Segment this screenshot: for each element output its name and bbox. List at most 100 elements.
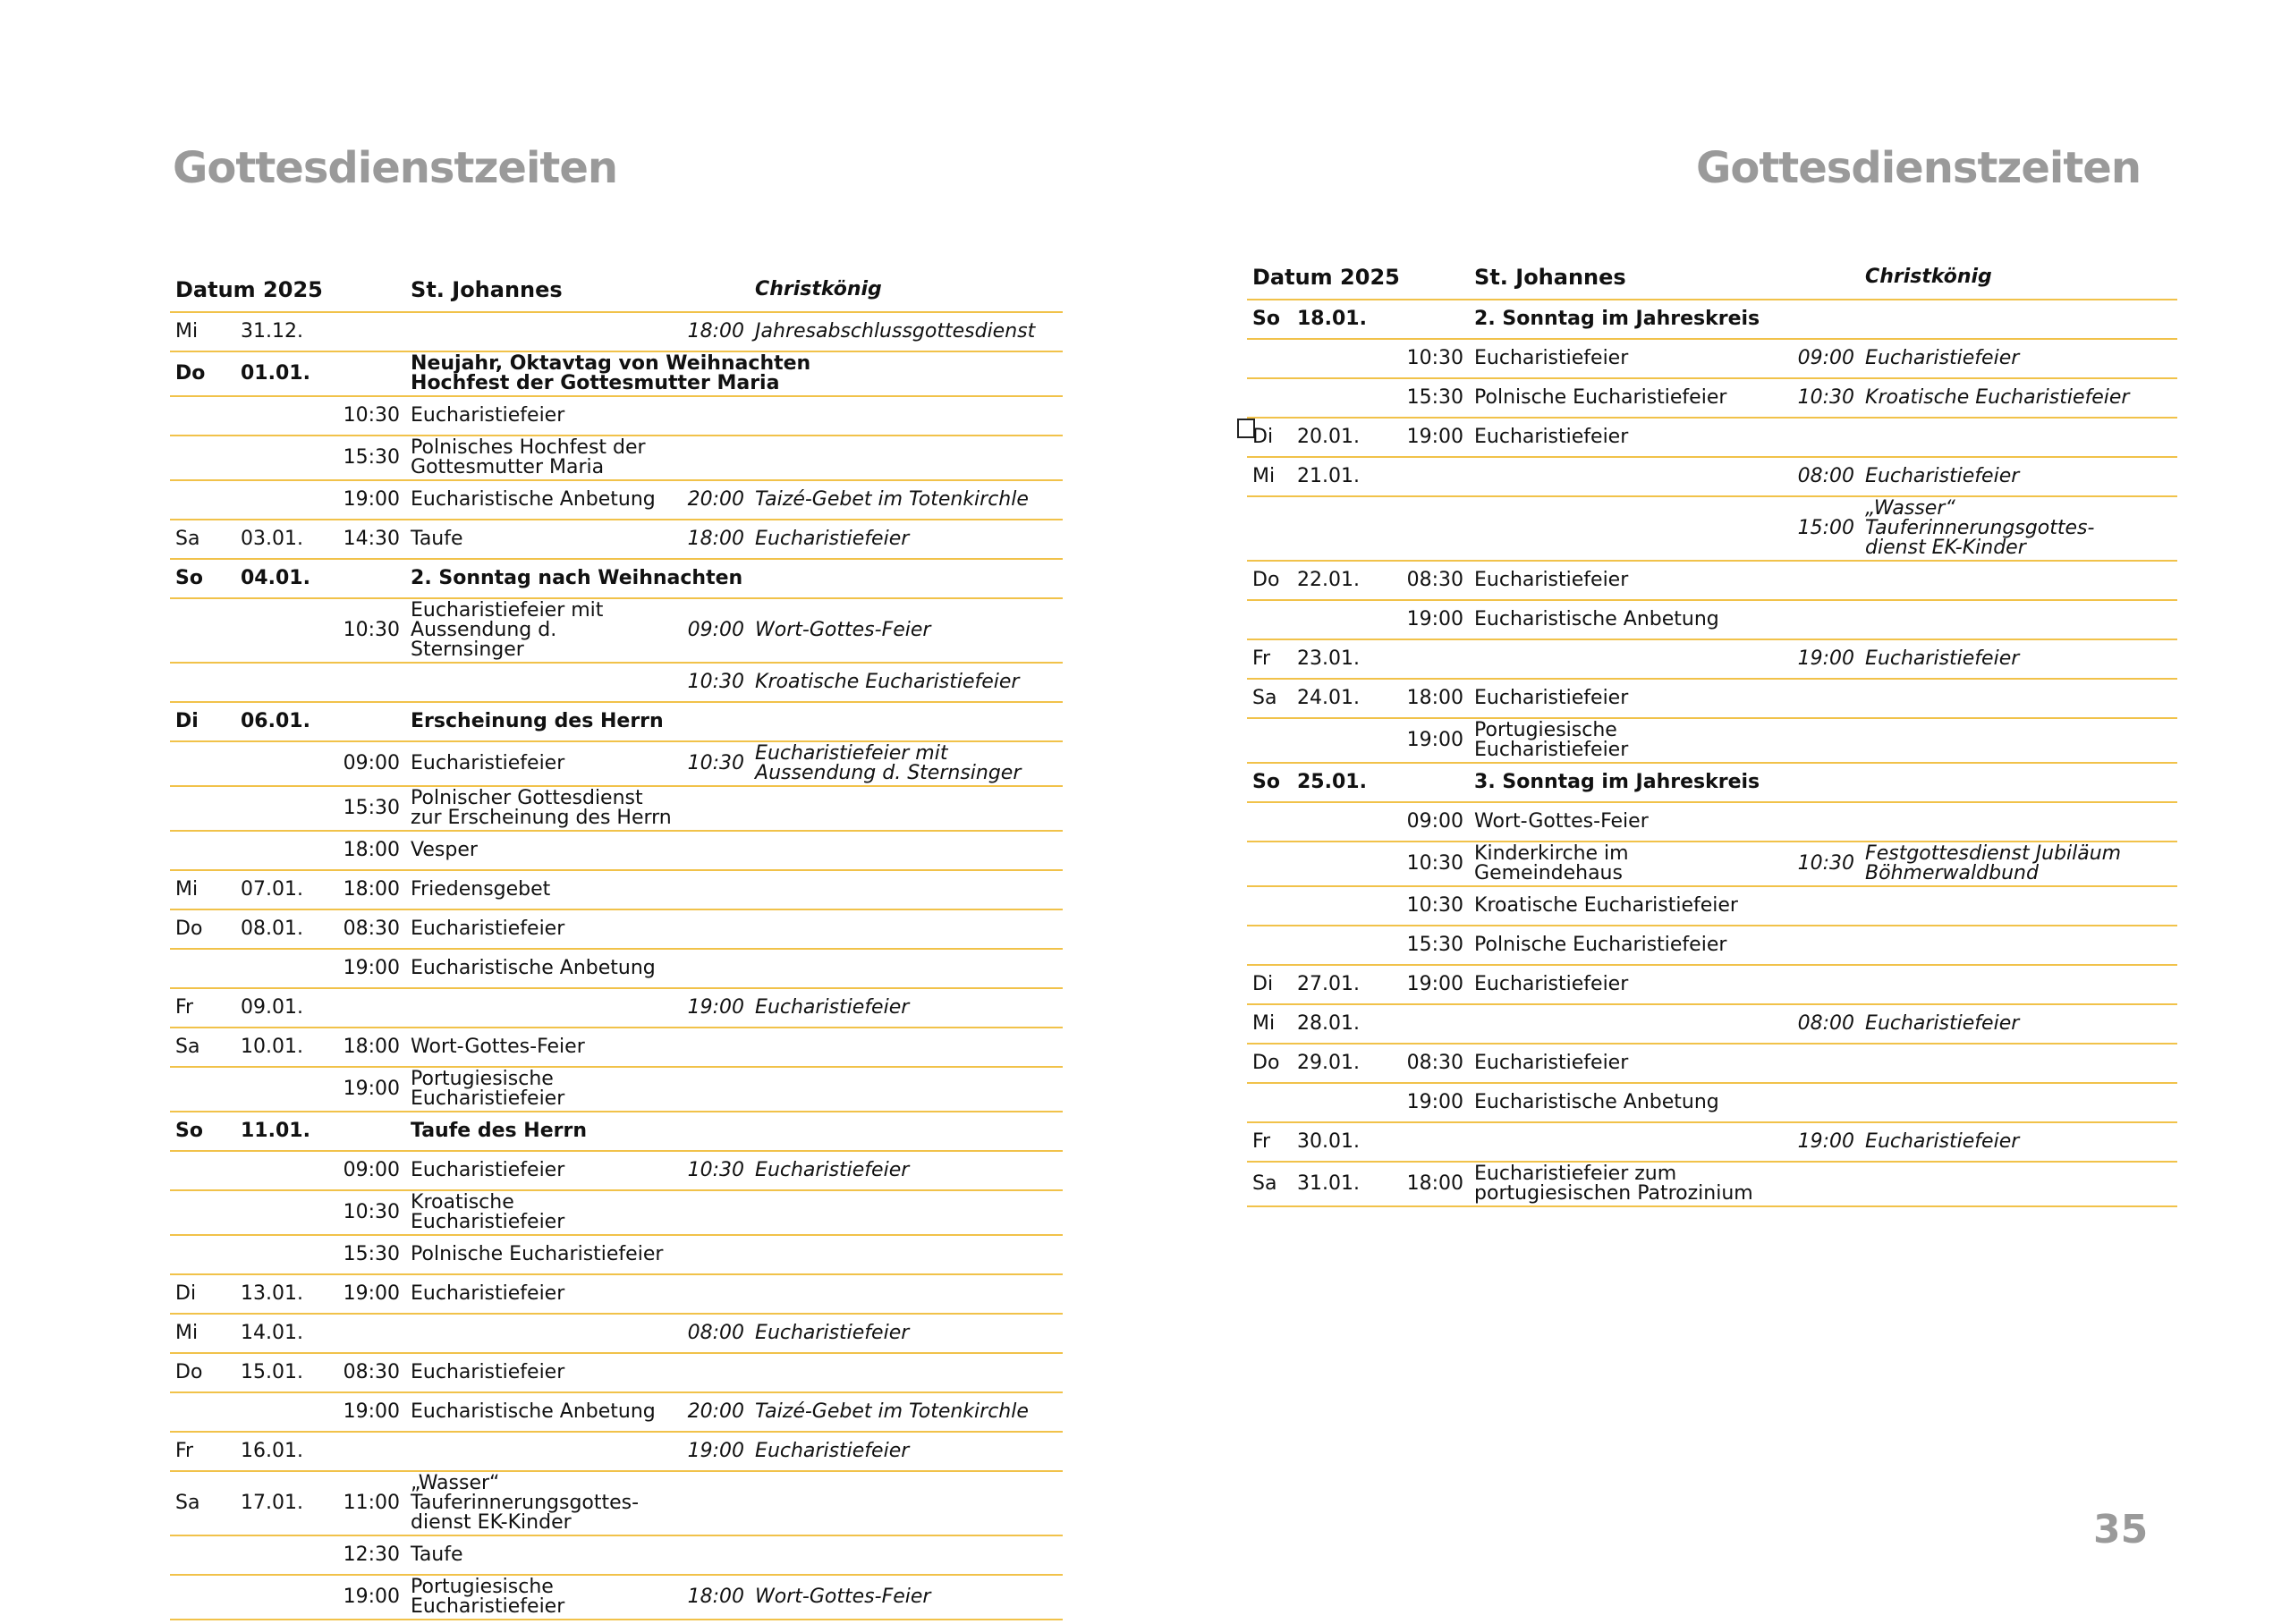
cell (678, 1535, 751, 1576)
cell: 10:30 (327, 598, 406, 664)
cell: 09:00 (327, 741, 406, 787)
schedule-row: Mi 28.01. 08:00 Eucharistiefeier (1247, 1004, 2178, 1045)
schedule-row: 10:30 Kroatische Eucharistiefeier (1247, 886, 2178, 926)
cell: Eucharistiefeier (750, 1314, 1064, 1354)
schedule-row: Fr 09.01. 19:00 Eucharistiefeier (170, 988, 1064, 1028)
cell (170, 1151, 235, 1191)
cell: 22.01. (1292, 561, 1380, 601)
schedule-row: Do 08.01. 08:30 Eucharistiefeier (170, 909, 1064, 950)
cell: Neujahr, Oktavtag von Weihnachten Hochfe… (405, 351, 1064, 397)
schedule-row: Sa 10.01. 18:00 Wort-Gottes-Feier (170, 1028, 1064, 1068)
cell (1771, 1162, 1861, 1207)
schedule-row: 15:30 Polnische Eucharistiefeier (170, 1235, 1064, 1275)
cell: 08.01. (235, 909, 327, 950)
cell (1247, 718, 1292, 764)
cell (750, 1274, 1064, 1315)
schedule-row: 19:00 Eucharistische Anbetung (1247, 600, 2178, 640)
cell: 10:30 (1771, 378, 1861, 419)
cell (170, 598, 235, 664)
schedule-row: So 25.01. 3. Sonntag im Jahreskreis (1247, 763, 2178, 803)
cell: Eucharistiefeier (1860, 1004, 2178, 1045)
cell: 10:30 (1380, 886, 1470, 926)
cell: Friedensgebet (405, 870, 679, 910)
schedule-row: Do 01.01. Neujahr, Oktavtag von Weihnachte… (170, 351, 1064, 397)
cell: Wort-Gottes-Feier (750, 1575, 1064, 1620)
cell: Eucharistiefeier (1860, 457, 2178, 497)
cell: Mi (1247, 1004, 1292, 1045)
cell (1860, 965, 2178, 1005)
schedule-row: Mi 07.01. 18:00 Friedensgebet (170, 870, 1064, 910)
cell (235, 741, 327, 787)
cell: Eucharistiefeier zum portugiesischen Pat… (1469, 1162, 1772, 1207)
schedule-row: 18:00 Vesper (170, 831, 1064, 871)
cell: Eucharistische Anbetung (1469, 1083, 1772, 1123)
cell (1380, 496, 1470, 562)
header-cell: St. Johannes (1469, 256, 1861, 300)
cell: Mi (170, 870, 235, 910)
cell (235, 663, 327, 703)
schedule-row: Mi 31.12. 18:00 Jahresabschlussgottesdienst (170, 312, 1064, 352)
cell: 18:00 (678, 520, 751, 560)
page-number: 35 (2093, 1507, 2149, 1552)
cell (750, 909, 1064, 950)
cell: 18.01. (1292, 300, 1380, 340)
cell: 03.01. (235, 520, 327, 560)
schedule-row: 19:00 Portugiesische Eucharistiefeier (1247, 718, 2178, 764)
cell: Eucharistiefeier (405, 1274, 679, 1315)
cell: Mi (170, 312, 235, 352)
schedule-row: So 11.01. Taufe des Herrn (170, 1112, 1064, 1152)
schedule-row: 10:30 Kinderkirche im Gemeindehaus 10:30 Fe… (1247, 842, 2178, 887)
cell: Fr (1247, 639, 1292, 680)
cell: 15.01. (235, 1353, 327, 1393)
schedule-row: 15:30 Polnischer Gottesdienst zur Erschei… (170, 786, 1064, 832)
schedule-row: Fr 16.01. 19:00 Eucharistiefeier (170, 1432, 1064, 1472)
cell (327, 988, 406, 1028)
cell: 10.01. (235, 1028, 327, 1068)
cell (327, 1432, 406, 1472)
cell: Eucharistiefeier mit Aussendung d. Stern… (750, 741, 1064, 787)
cell (678, 786, 751, 832)
schedule-table: Datum 2025 St. Johannes Christkönig Mi 31.12… (170, 268, 1064, 1620)
cell: 09:00 (327, 1151, 406, 1191)
cell (678, 1471, 751, 1536)
cell: 11:00 (327, 1471, 406, 1536)
header-cell: Christkönig (750, 268, 1064, 313)
schedule-row: 10:30 Kroatische Eucharistiefeier (170, 663, 1064, 703)
schedule-row: 19:00 Eucharistische Anbetung (1247, 1083, 2178, 1123)
cell: 19:00 (678, 1432, 751, 1472)
cell: 19:00 (327, 480, 406, 520)
cell (750, 949, 1064, 989)
cell (750, 831, 1064, 871)
header-cell: Christkönig (1860, 256, 2178, 300)
schedule-row: 10:30 Kroatische Eucharistiefeier (170, 1190, 1064, 1236)
header-cell: Datum 2025 (170, 268, 406, 313)
cell: Eucharistische Anbetung (1469, 600, 1772, 640)
cell (235, 396, 327, 436)
cell: Kroatische Eucharistiefeier (750, 663, 1064, 703)
cell: 08:00 (1771, 457, 1861, 497)
cell: Erscheinung des Herrn (405, 702, 1064, 742)
cell: Eucharistische Anbetung (405, 480, 679, 520)
cell (327, 1112, 406, 1152)
cell: 09:00 (1380, 802, 1470, 842)
cell: Eucharistische Anbetung (405, 949, 679, 989)
cell (1771, 1044, 1861, 1084)
cell (1771, 600, 1861, 640)
cell (170, 396, 235, 436)
cell: 08:00 (678, 1314, 751, 1354)
cell: Do (1247, 1044, 1292, 1084)
cell: 11.01. (235, 1112, 327, 1152)
schedule-row: 12:30 Taufe (170, 1535, 1064, 1576)
cell: Eucharistiefeier (405, 741, 679, 787)
cell (170, 1535, 235, 1576)
cell (750, 1235, 1064, 1275)
cell (678, 831, 751, 871)
page-title: Gottesdienstzeiten (1695, 143, 2142, 193)
cell: Eucharistiefeier (1860, 639, 2178, 680)
cell (1771, 1083, 1861, 1123)
cell (405, 1432, 679, 1472)
schedule-row: Fr 30.01. 19:00 Eucharistiefeier (1247, 1122, 2178, 1163)
cell: Di (1247, 418, 1292, 458)
cell (170, 1235, 235, 1275)
cell: 19:00 (678, 988, 751, 1028)
